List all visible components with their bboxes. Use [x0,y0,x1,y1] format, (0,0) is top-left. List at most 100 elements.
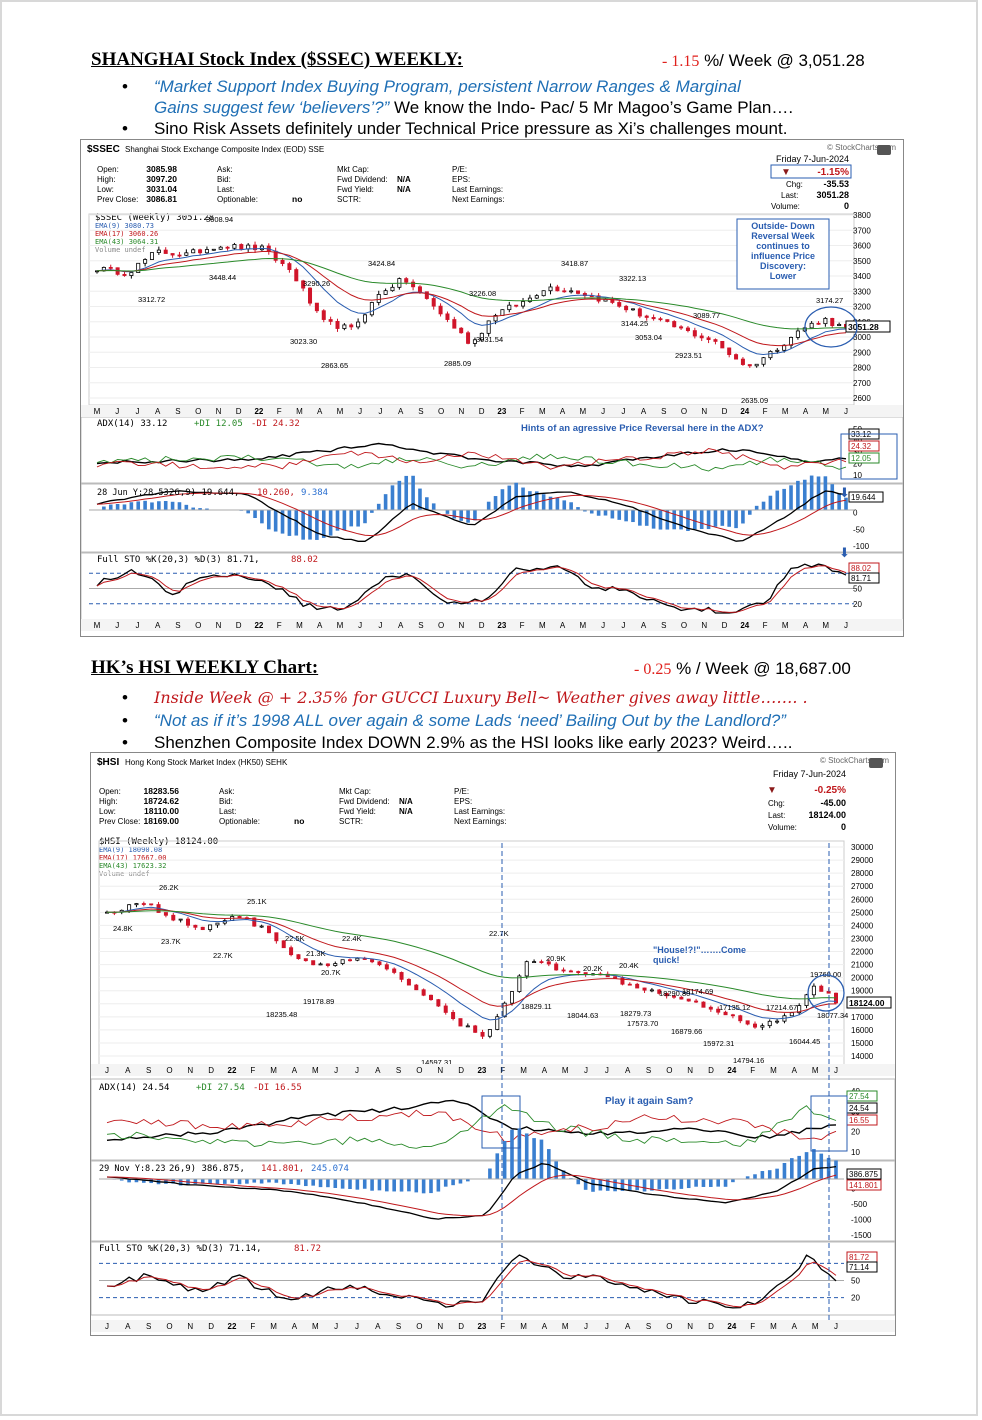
macd-histogram-bar [796,480,800,510]
month-label: M [562,1322,569,1331]
macd-histogram-bar [488,1168,492,1179]
candle-body [685,327,690,332]
price-label: 3424.84 [368,259,395,268]
macd-histogram-bar [392,1179,396,1192]
stat-label: P/E: [452,165,467,174]
month-label: M [312,1322,319,1331]
macd-histogram-bar [672,510,677,530]
price-label: 23.7K [161,937,181,946]
macd-histogram-bar [459,510,463,521]
macd-histogram-bar [664,1179,669,1189]
macd-histogram-bar [658,510,663,530]
chart-settings-icon[interactable] [869,758,883,768]
month-label: A [398,621,404,630]
candle-body [775,349,780,352]
month-label: M [296,621,303,630]
y-tick-label: 10 [851,1148,860,1157]
ssec-adx-label: ADX(14) 33.12 [97,419,167,429]
note-line: continues to [756,241,810,251]
candle-body [624,305,629,311]
ssec-macd-arrow-icon: ⬇ [839,485,850,500]
ssec-adx-highlight [840,433,898,480]
macd-histogram-bar [245,1179,249,1184]
sto-d-line [96,565,847,613]
candle-body [369,302,374,316]
candle-body [328,319,333,322]
y-tick-label: 20000 [851,974,874,983]
month-label: J [355,1322,359,1331]
macd-histogram-bar [741,510,745,524]
price-label: 20.9K [546,954,566,963]
month-label: O [195,621,201,630]
legend-entry: EMA(9) 18090.08 [99,846,162,854]
hsi-month-axis-top: J A S O N D 22 F M A M J J A S O N D 23 F M A M J J A S O N D 24 F M A M J [91,1064,895,1076]
stat-label: SCTR: [337,195,361,204]
macd-histogram-bar [610,510,615,519]
candle-body [479,332,484,341]
candle-body [747,364,752,367]
price-label: 18290.80 [659,989,690,998]
price-label: 16044.45 [789,1037,820,1046]
month-label: A [292,1322,298,1331]
month-label: A [560,621,566,630]
month-label: A [155,407,161,416]
month-label: 22 [254,407,263,416]
macd-histogram-bar [644,510,649,526]
candle-body [156,249,161,253]
candle-body [819,985,824,992]
candle-body [635,983,640,989]
candle-body [740,358,745,365]
hsi-month-axis-bottom: J A S O N D 22 F M A M J J A S O N D 23 F M A M J J A S O N D 24 F M A M J [91,1320,895,1332]
price-label: 2885.09 [444,359,471,368]
month-label: D [708,1322,714,1331]
macd-histogram-bar [734,510,738,529]
macd-histogram-bar [723,1179,728,1187]
month-label: D [479,621,485,630]
price-label: 3144.25 [621,319,648,328]
month-label: 24 [740,407,749,416]
candle-body [198,249,203,254]
note-line: Outside- Down [751,221,815,231]
ssec-bullets: “Market Support Index Buying Program, pe… [120,76,793,139]
candle-body [720,340,725,349]
macd-histogram-bar [775,490,780,510]
candle-body [514,304,519,307]
stat-label: Optionable: [217,195,258,204]
month-label: J [105,1066,109,1075]
ssec-chart-svg: $SSEC Shanghai Stock Exchange Composite … [81,140,903,631]
macd-histogram-bar [650,1179,654,1191]
stat-value: N/A [399,797,413,806]
month-label: J [584,1066,588,1075]
hsi-heading: HK’s HSI WEEKLY Chart: [91,657,319,678]
y-tick-label: 17000 [851,1013,874,1022]
month-label: M [94,407,101,416]
candle-body [767,1020,772,1027]
macd-histogram-bar [198,508,202,510]
macd-histogram-bar [115,503,120,510]
candle-body [177,254,182,257]
ssec-volume: 0 [844,201,849,211]
minus-di-line [106,1109,837,1143]
macd-histogram-bar [215,1179,220,1185]
month-label: N [458,407,464,416]
candle-body [349,324,354,328]
macd-histogram-bar [342,510,347,531]
candle-body [521,301,526,307]
stat-label: P/E: [454,787,469,796]
candle-body [314,302,319,312]
macd-histogram-bar [287,510,292,536]
month-label: M [770,1322,777,1331]
candle-body [706,337,711,340]
macd-histogram-bar [699,510,704,530]
value-badge-text: 16.55 [849,1116,870,1125]
candle-body [507,304,512,311]
price-label: 22.4K [342,934,362,943]
chart-settings-icon[interactable] [877,145,891,155]
month-label: M [270,1322,277,1331]
candle-body [630,308,635,311]
hsi-highlight-circle [807,974,845,1012]
candle-body [708,1006,713,1010]
macd-histogram-bar [679,1179,684,1189]
